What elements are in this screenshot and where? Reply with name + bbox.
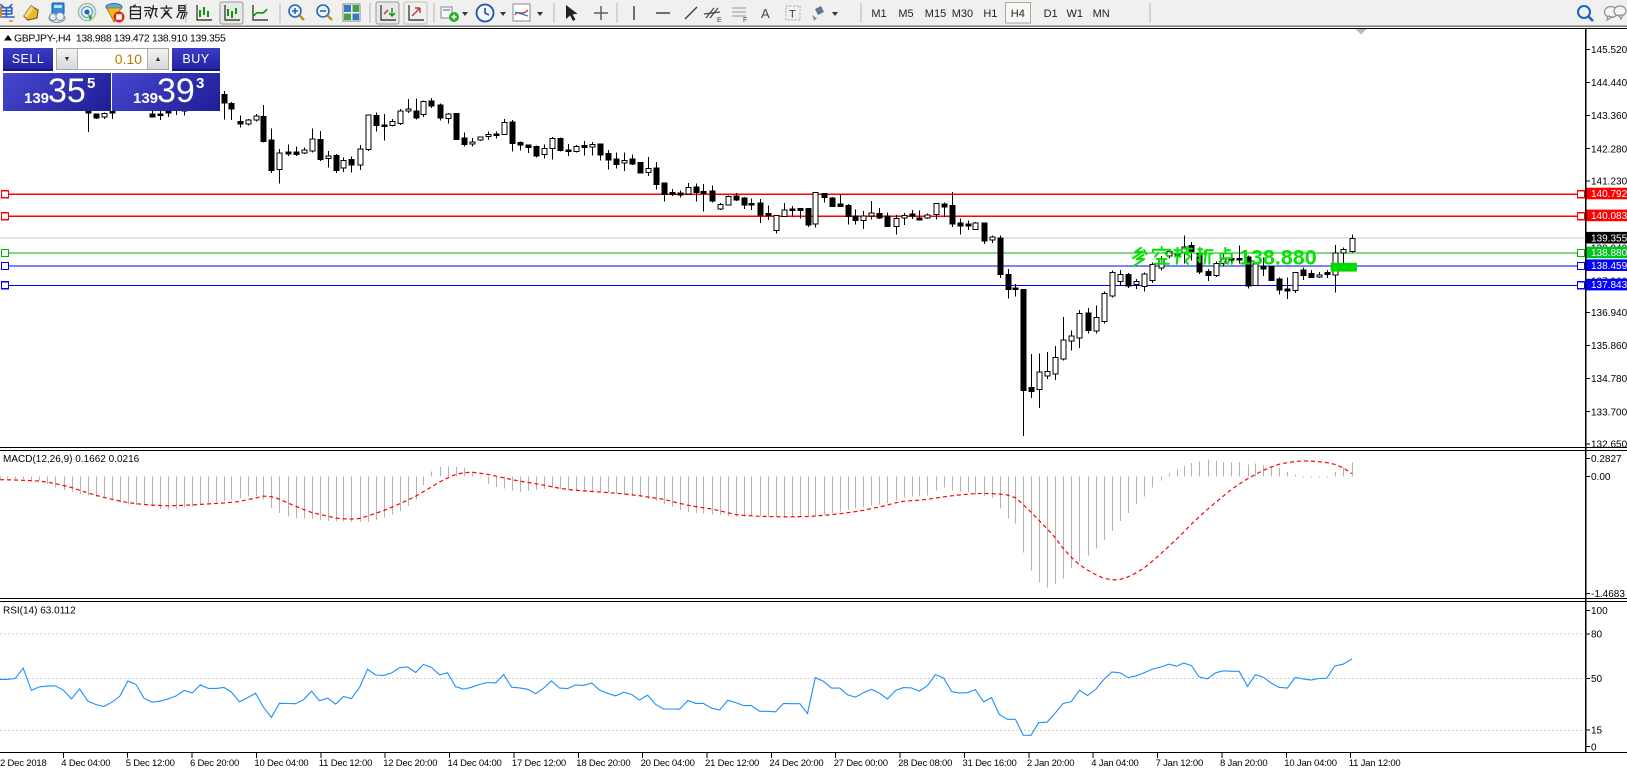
svg-text:7 Jan 12:00: 7 Jan 12:00 bbox=[1156, 758, 1203, 769]
svg-text:A: A bbox=[761, 6, 770, 21]
svg-text:4 Jan 04:00: 4 Jan 04:00 bbox=[1091, 758, 1138, 769]
svg-text:135.860: 135.860 bbox=[1591, 341, 1627, 352]
svg-text:139.355: 139.355 bbox=[1591, 233, 1627, 244]
svg-text:MACD(12,26,9) 0.1662 0.0216: MACD(12,26,9) 0.1662 0.0216 bbox=[3, 454, 140, 465]
svg-text:140.792: 140.792 bbox=[1591, 189, 1627, 200]
svg-text:T: T bbox=[789, 9, 796, 21]
svg-text:M30: M30 bbox=[952, 8, 973, 20]
svg-text:0: 0 bbox=[1591, 742, 1597, 753]
svg-text:E: E bbox=[717, 17, 722, 24]
svg-text:12 Dec 20:00: 12 Dec 20:00 bbox=[383, 758, 437, 769]
svg-text:145.520: 145.520 bbox=[1591, 45, 1627, 56]
svg-text:11 Dec 12:00: 11 Dec 12:00 bbox=[319, 758, 372, 769]
svg-text:11 Jan 12:00: 11 Jan 12:00 bbox=[1349, 758, 1401, 769]
svg-text:M1: M1 bbox=[871, 8, 886, 20]
svg-text:H4: H4 bbox=[1011, 8, 1025, 20]
svg-text:10 Dec 04:00: 10 Dec 04:00 bbox=[254, 758, 308, 769]
svg-text:15: 15 bbox=[1591, 726, 1603, 737]
svg-text:28 Dec 08:00: 28 Dec 08:00 bbox=[898, 758, 952, 769]
svg-text:134.780: 134.780 bbox=[1591, 374, 1627, 385]
svg-text:2 Jan 20:00: 2 Jan 20:00 bbox=[1027, 758, 1074, 769]
svg-text:132.650: 132.650 bbox=[1591, 440, 1627, 451]
svg-text:10 Jan 04:00: 10 Jan 04:00 bbox=[1284, 758, 1337, 769]
svg-text:14 Dec 04:00: 14 Dec 04:00 bbox=[448, 758, 502, 769]
svg-text:D1: D1 bbox=[1044, 8, 1058, 20]
svg-text:138.459: 138.459 bbox=[1591, 261, 1627, 272]
svg-text:137.843: 137.843 bbox=[1591, 280, 1627, 291]
svg-text:RSI(14) 63.0112: RSI(14) 63.0112 bbox=[3, 606, 76, 617]
svg-text:MN: MN bbox=[1093, 8, 1110, 20]
svg-text:50: 50 bbox=[1591, 674, 1603, 685]
svg-text:144.440: 144.440 bbox=[1591, 78, 1627, 89]
svg-text:0.00: 0.00 bbox=[1591, 472, 1611, 483]
svg-text:8 Jan 20:00: 8 Jan 20:00 bbox=[1220, 758, 1267, 769]
svg-text:2 Dec 2018: 2 Dec 2018 bbox=[0, 758, 47, 769]
svg-text:17 Dec 12:00: 17 Dec 12:00 bbox=[512, 758, 566, 769]
svg-text:5 Dec 12:00: 5 Dec 12:00 bbox=[126, 758, 175, 769]
svg-text:M5: M5 bbox=[898, 8, 913, 20]
svg-text:21 Dec 12:00: 21 Dec 12:00 bbox=[705, 758, 759, 769]
svg-text:138.880: 138.880 bbox=[1239, 246, 1317, 270]
svg-text:4 Dec 04:00: 4 Dec 04:00 bbox=[61, 758, 110, 769]
svg-text:0.2827: 0.2827 bbox=[1591, 454, 1622, 465]
svg-text:24 Dec 20:00: 24 Dec 20:00 bbox=[769, 758, 823, 769]
svg-text:100: 100 bbox=[1591, 606, 1608, 617]
svg-text:W1: W1 bbox=[1067, 8, 1084, 20]
svg-text:80: 80 bbox=[1591, 630, 1603, 641]
svg-text:138.880: 138.880 bbox=[1591, 248, 1627, 259]
svg-text:27 Dec 00:00: 27 Dec 00:00 bbox=[834, 758, 888, 769]
svg-text:F: F bbox=[743, 17, 747, 24]
svg-text:143.360: 143.360 bbox=[1591, 111, 1627, 122]
svg-text:31 Dec 16:00: 31 Dec 16:00 bbox=[963, 758, 1017, 769]
svg-text:142.280: 142.280 bbox=[1591, 144, 1627, 155]
svg-text:136.940: 136.940 bbox=[1591, 308, 1627, 319]
svg-text:133.700: 133.700 bbox=[1591, 407, 1627, 418]
svg-text:-1.4683: -1.4683 bbox=[1591, 589, 1625, 600]
svg-text:20 Dec 04:00: 20 Dec 04:00 bbox=[641, 758, 695, 769]
svg-text:6 Dec 20:00: 6 Dec 20:00 bbox=[190, 758, 239, 769]
svg-text:140.083: 140.083 bbox=[1591, 211, 1627, 222]
svg-text:141.230: 141.230 bbox=[1591, 177, 1627, 188]
svg-text:GBPJPY-,H4 138.988 139.472 13: GBPJPY-,H4 138.988 139.472 138.910 139.3… bbox=[14, 34, 226, 45]
svg-text:18 Dec 20:00: 18 Dec 20:00 bbox=[576, 758, 630, 769]
svg-text:H1: H1 bbox=[983, 8, 997, 20]
svg-text:M15: M15 bbox=[925, 8, 946, 20]
